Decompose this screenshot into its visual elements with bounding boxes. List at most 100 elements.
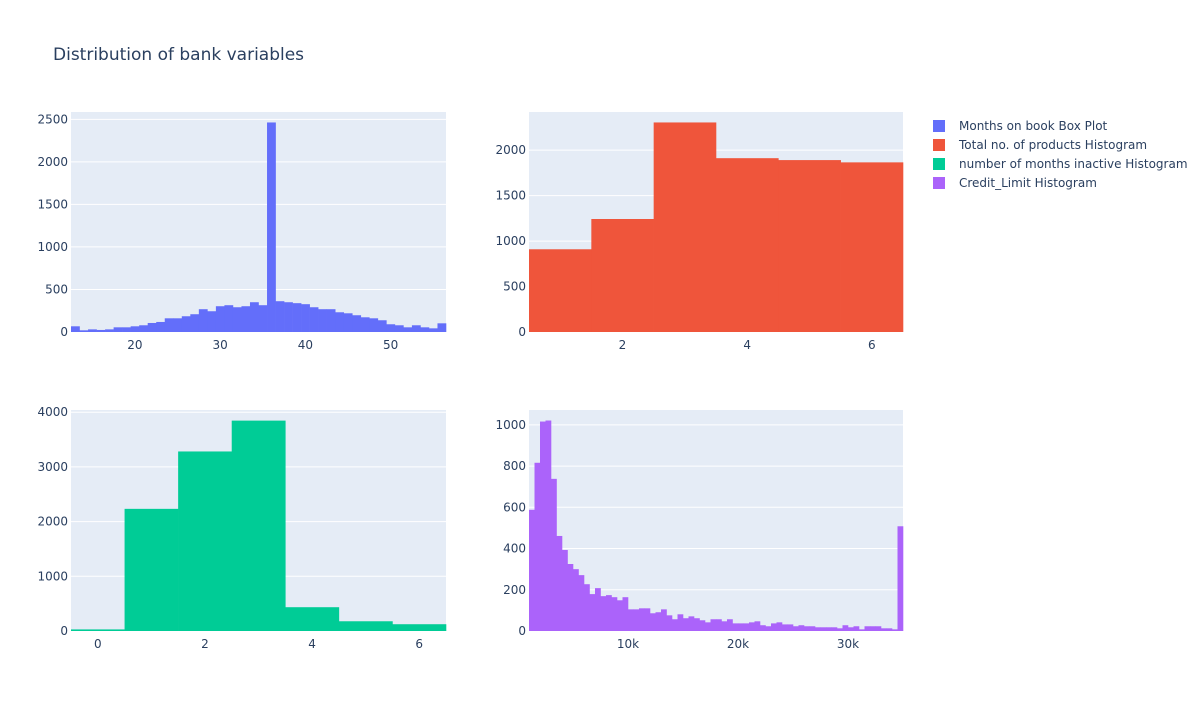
histogram-bar[interactable]	[617, 600, 623, 631]
histogram-bar[interactable]	[732, 623, 739, 631]
histogram-bar[interactable]	[595, 588, 601, 631]
histogram-bar[interactable]	[815, 627, 821, 631]
histogram-bar[interactable]	[232, 307, 242, 332]
histogram-bar[interactable]	[343, 313, 353, 332]
histogram-bar[interactable]	[285, 607, 340, 631]
histogram-bar[interactable]	[377, 320, 387, 332]
histogram-bar[interactable]	[113, 327, 123, 332]
histogram-bar[interactable]	[562, 549, 568, 631]
histogram-bar[interactable]	[897, 526, 904, 631]
histogram-bar[interactable]	[699, 620, 706, 631]
histogram-bar[interactable]	[826, 627, 832, 631]
histogram-bar[interactable]	[556, 535, 563, 631]
histogram-bar[interactable]	[650, 613, 656, 631]
histogram-bar[interactable]	[309, 307, 319, 332]
histogram-bar[interactable]	[710, 619, 717, 631]
histogram-bar[interactable]	[386, 324, 396, 332]
histogram-bar[interactable]	[694, 618, 700, 631]
histogram-bar[interactable]	[411, 325, 421, 332]
histogram-bar[interactable]	[258, 305, 268, 332]
histogram-bar[interactable]	[326, 309, 336, 332]
histogram-bar[interactable]	[892, 629, 898, 631]
histogram-bar[interactable]	[124, 508, 179, 631]
histogram-bar[interactable]	[776, 622, 783, 631]
histogram-bar[interactable]	[224, 305, 234, 332]
histogram-bar[interactable]	[798, 625, 805, 631]
histogram-bar[interactable]	[606, 595, 612, 631]
histogram-bar[interactable]	[804, 626, 810, 631]
histogram-bar[interactable]	[122, 327, 131, 332]
histogram-bar[interactable]	[716, 619, 722, 631]
legend-item[interactable]: Months on book Box Plot	[933, 119, 1108, 133]
histogram-bar[interactable]	[840, 162, 904, 332]
histogram-bar[interactable]	[105, 329, 114, 332]
histogram-bar[interactable]	[875, 626, 882, 631]
histogram-bar[interactable]	[886, 628, 893, 631]
histogram-bar[interactable]	[584, 584, 590, 631]
histogram-bar[interactable]	[848, 627, 854, 631]
histogram-bar[interactable]	[301, 304, 310, 332]
histogram-bar[interactable]	[164, 318, 174, 332]
histogram-bar[interactable]	[842, 625, 849, 631]
histogram-bar[interactable]	[765, 626, 772, 631]
histogram-bar[interactable]	[156, 321, 166, 332]
histogram-bar[interactable]	[653, 122, 717, 332]
histogram-bar[interactable]	[173, 318, 183, 332]
histogram-bar[interactable]	[820, 627, 827, 631]
histogram-bar[interactable]	[600, 596, 607, 631]
histogram-bar[interactable]	[793, 626, 799, 631]
histogram-bar[interactable]	[716, 158, 779, 332]
histogram-bar[interactable]	[190, 314, 200, 332]
histogram-bar[interactable]	[778, 160, 841, 332]
histogram-bar[interactable]	[683, 618, 689, 631]
histogram-bar[interactable]	[178, 451, 233, 631]
histogram-bar[interactable]	[231, 420, 286, 631]
histogram-bar[interactable]	[672, 619, 678, 631]
histogram-bar[interactable]	[589, 594, 596, 631]
histogram-bar[interactable]	[529, 249, 592, 332]
histogram-bar[interactable]	[644, 608, 651, 631]
histogram-bar[interactable]	[633, 609, 640, 631]
histogram-bar[interactable]	[437, 323, 447, 332]
histogram-bar[interactable]	[403, 327, 413, 332]
histogram-bar[interactable]	[551, 478, 557, 631]
histogram-bar[interactable]	[853, 626, 860, 631]
histogram-bar[interactable]	[738, 623, 744, 631]
legend-item[interactable]: number of months inactive Histogram	[933, 157, 1188, 171]
histogram-bar[interactable]	[369, 318, 379, 332]
histogram-bar[interactable]	[771, 623, 777, 631]
histogram-bar[interactable]	[249, 302, 259, 332]
histogram-bar[interactable]	[267, 122, 276, 332]
histogram-bar[interactable]	[534, 462, 541, 631]
histogram-bar[interactable]	[352, 315, 362, 332]
histogram-bar[interactable]	[181, 316, 191, 332]
histogram-bar[interactable]	[831, 627, 838, 631]
histogram-bar[interactable]	[661, 609, 667, 631]
histogram-bar[interactable]	[275, 301, 285, 332]
histogram-bar[interactable]	[71, 629, 125, 631]
histogram-bar[interactable]	[338, 621, 393, 631]
histogram-bar[interactable]	[727, 619, 733, 631]
histogram-bar[interactable]	[705, 622, 711, 631]
histogram-bar[interactable]	[628, 609, 634, 631]
histogram-bar[interactable]	[567, 563, 574, 631]
histogram-bar[interactable]	[881, 628, 887, 631]
histogram-bar[interactable]	[130, 326, 140, 332]
histogram-bar[interactable]	[688, 616, 695, 631]
histogram-bar[interactable]	[754, 621, 761, 631]
histogram-bar[interactable]	[837, 628, 843, 631]
histogram-bar[interactable]	[622, 597, 629, 631]
histogram-bar[interactable]	[529, 509, 535, 631]
histogram-bar[interactable]	[540, 421, 546, 631]
histogram-bar[interactable]	[809, 626, 816, 631]
histogram-bar[interactable]	[655, 612, 662, 631]
histogram-bar[interactable]	[870, 626, 876, 631]
histogram-bar[interactable]	[147, 322, 157, 332]
histogram-bar[interactable]	[782, 624, 788, 631]
histogram-bar[interactable]	[292, 303, 302, 332]
histogram-bar[interactable]	[760, 625, 766, 631]
histogram-bar[interactable]	[591, 219, 654, 332]
histogram-bar[interactable]	[573, 569, 579, 631]
histogram-bar[interactable]	[428, 328, 438, 332]
histogram-bar[interactable]	[241, 306, 251, 332]
